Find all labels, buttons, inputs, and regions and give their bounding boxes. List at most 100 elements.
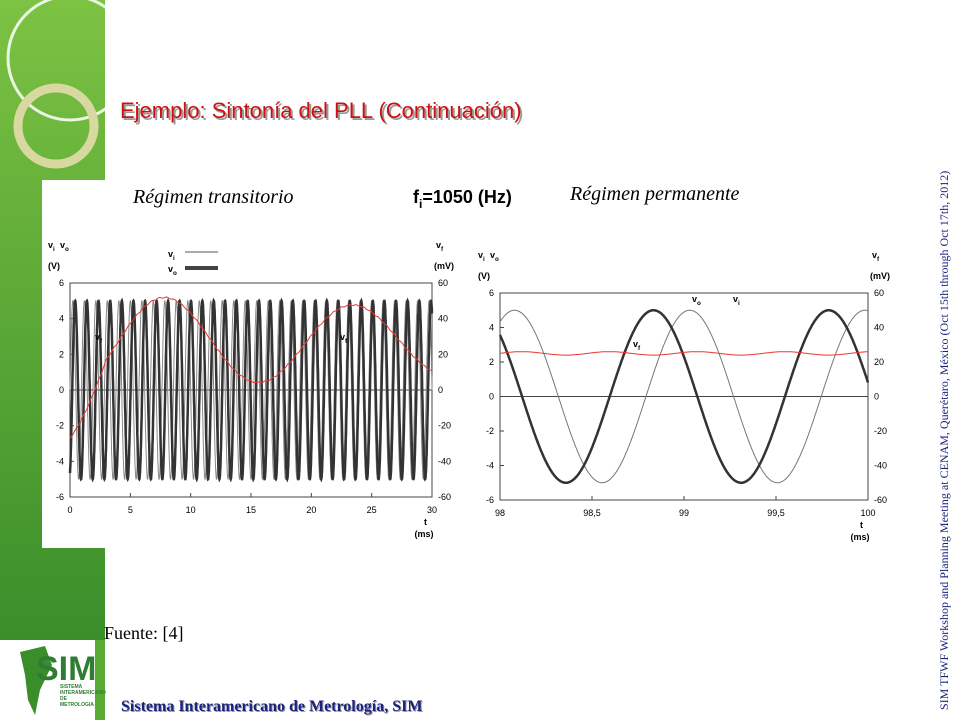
- symbol: vi: [478, 250, 485, 263]
- symbol-sub: o: [697, 300, 701, 307]
- sub-main: f: [413, 187, 420, 207]
- y-unit: (V): [48, 261, 60, 271]
- symbol: vf: [872, 250, 880, 263]
- symbol-sub: f: [345, 338, 348, 345]
- x-tick-label: 10: [186, 505, 196, 515]
- y-tick-label: -6: [56, 492, 64, 502]
- vi-curve: [499, 309, 869, 484]
- y2-tick-label: 20: [874, 357, 884, 367]
- vf-curve: [69, 296, 433, 439]
- symbol: vo: [168, 264, 177, 277]
- y-tick-label: 0: [59, 385, 64, 395]
- symbol-main: v: [168, 249, 173, 259]
- y2-tick-label: 60: [874, 288, 884, 298]
- logo-subtext: METROLOGIA: [60, 702, 94, 708]
- y2-tick-label: -60: [874, 495, 887, 505]
- symbol: vo: [490, 250, 499, 263]
- deco-ring: [13, 83, 99, 169]
- y-unit: (V): [478, 271, 490, 281]
- y-tick-label: 4: [489, 323, 494, 333]
- symbol-main: v: [95, 332, 100, 342]
- symbol-sub: f: [100, 338, 103, 345]
- y2-tick-label: 20: [438, 349, 448, 359]
- sub-rest: =1050 (Hz): [422, 187, 512, 207]
- y2-tick-label: 40: [438, 314, 448, 324]
- logo-subtext: DE: [60, 696, 68, 702]
- symbol-sub: o: [65, 246, 69, 253]
- y2-tick-label: 0: [438, 385, 443, 395]
- symbol-main: v: [60, 240, 65, 250]
- symbol-sub: i: [483, 256, 485, 263]
- logo-map: [20, 646, 52, 715]
- symbol: vf: [436, 240, 444, 253]
- sub-sub: i: [419, 197, 422, 211]
- y2-tick-label: -40: [438, 456, 451, 466]
- x-tick-label: 5: [128, 505, 133, 515]
- y-tick-label: 6: [489, 288, 494, 298]
- y2-tick-label: -60: [438, 492, 451, 502]
- symbol-main: v: [490, 250, 495, 260]
- symbol-main: v: [692, 294, 697, 304]
- footer: Sistema Interamericano de Metrología, SI…: [121, 698, 422, 715]
- x-tick-label: 98,5: [583, 508, 601, 518]
- subtitle-center: fi=1050 (Hz): [413, 187, 512, 211]
- symbol: vo: [692, 294, 701, 307]
- symbol-main: v: [478, 250, 483, 260]
- y-tick-label: -4: [56, 456, 64, 466]
- vf-curve: [499, 351, 869, 356]
- symbol-main: v: [340, 332, 345, 342]
- symbol-sub: o: [495, 256, 499, 263]
- symbol: vo: [60, 240, 69, 253]
- green-strip: [95, 640, 105, 720]
- x-unit: (ms): [850, 532, 869, 542]
- x-tick-label: 0: [67, 505, 72, 515]
- y-tick-label: 6: [59, 278, 64, 288]
- y2-tick-label: -40: [874, 461, 887, 471]
- vo-curve: [498, 309, 870, 484]
- y2-tick-label: -20: [874, 426, 887, 436]
- deco-circle: [6, 0, 134, 122]
- symbol-sub: o: [173, 270, 177, 277]
- y2-unit: (mV): [434, 261, 454, 271]
- y2-tick-label: 60: [438, 278, 448, 288]
- symbol-sub: f: [441, 246, 444, 253]
- symbol-main: v: [436, 240, 441, 250]
- symbol-main: v: [48, 240, 53, 250]
- logo-subtext: INTERAMERICANO: [60, 690, 106, 696]
- x-tick-label: 20: [306, 505, 316, 515]
- y-tick-label: -4: [486, 461, 494, 471]
- x-symbol: t: [424, 517, 427, 527]
- vo-curve: [68, 297, 434, 483]
- symbol-sub: f: [877, 256, 880, 263]
- y-tick-label: 2: [489, 357, 494, 367]
- footer-shadow: Sistema Interamericano de Metrología, SI…: [122, 699, 423, 716]
- y-tick-label: 2: [59, 349, 64, 359]
- subtitle-left: Régimen transitorio: [132, 186, 294, 208]
- y-tick-label: -2: [486, 426, 494, 436]
- y-tick-label: 4: [59, 314, 64, 324]
- symbol-sub: i: [738, 300, 740, 307]
- y2-tick-label: 0: [874, 392, 879, 402]
- y-tick-label: 0: [489, 392, 494, 402]
- symbol: vi: [48, 240, 55, 253]
- symbol: vf: [95, 332, 103, 345]
- y2-unit: (mV): [870, 271, 890, 281]
- x-tick-label: 30: [427, 505, 437, 515]
- side-note: SIM TFWF Workshop and Planning Meeting a…: [937, 171, 951, 710]
- x-symbol: t: [860, 520, 863, 530]
- symbol-main: v: [733, 294, 738, 304]
- y-tick-label: -2: [56, 421, 64, 431]
- y2-tick-label: 40: [874, 323, 884, 333]
- x-tick-label: 99: [679, 508, 689, 518]
- symbol-main: v: [168, 264, 173, 274]
- x-tick-label: 25: [367, 505, 377, 515]
- x-tick-label: 99,5: [767, 508, 785, 518]
- logo-subtext: SISTEMA: [60, 684, 83, 690]
- symbol-sub: i: [173, 255, 175, 262]
- symbol: vf: [633, 339, 641, 352]
- symbol-sub: i: [53, 246, 55, 253]
- y2-tick-label: -20: [438, 421, 451, 431]
- x-unit: (ms): [414, 529, 433, 539]
- y-tick-label: -6: [486, 495, 494, 505]
